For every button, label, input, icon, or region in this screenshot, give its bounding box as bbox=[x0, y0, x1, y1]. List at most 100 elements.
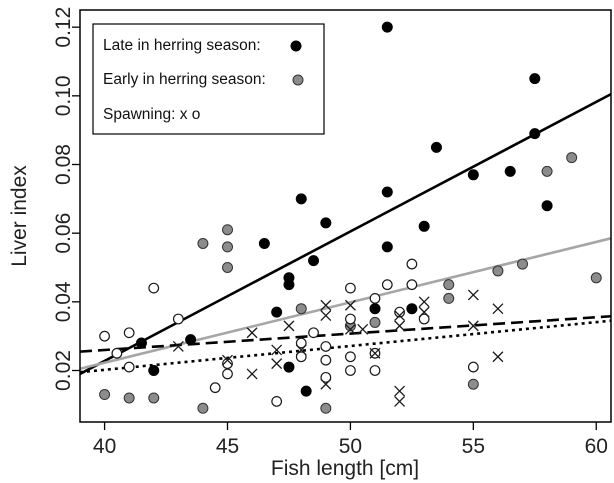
y-tick-label-3: 0.08 bbox=[52, 144, 75, 185]
point-filled-gray-13 bbox=[443, 279, 455, 291]
y-tick-label-1: 0.04 bbox=[52, 281, 75, 322]
legend-box bbox=[92, 23, 325, 135]
point-open-circle-13 bbox=[320, 341, 332, 352]
point-cross-8 bbox=[320, 299, 332, 311]
x-tick-label-45: 45 bbox=[216, 435, 239, 458]
point-cross-0 bbox=[172, 341, 184, 352]
point-cross-17 bbox=[394, 385, 406, 397]
point-filled-black-10 bbox=[283, 361, 295, 373]
point-filled-gray-19 bbox=[590, 272, 602, 284]
point-cross-5 bbox=[271, 358, 283, 370]
point-cross-18 bbox=[394, 395, 406, 407]
point-open-circle-3 bbox=[123, 361, 135, 373]
legend-marker-late bbox=[290, 40, 302, 52]
point-open-circle-16 bbox=[345, 282, 356, 294]
point-filled-black-4 bbox=[271, 306, 283, 318]
point-cross-14 bbox=[369, 347, 381, 359]
point-filled-black-11 bbox=[300, 385, 312, 397]
point-filled-black-2 bbox=[185, 334, 197, 346]
point-filled-black-22 bbox=[529, 128, 541, 140]
point-filled-gray-15 bbox=[492, 265, 504, 277]
point-filled-gray-18 bbox=[566, 152, 578, 164]
point-open-circle-12 bbox=[308, 327, 319, 339]
point-filled-gray-12 bbox=[443, 292, 455, 304]
point-cross-19 bbox=[418, 296, 430, 308]
point-cross-20 bbox=[418, 306, 430, 318]
point-filled-black-21 bbox=[529, 73, 541, 85]
point-open-circle-19 bbox=[345, 365, 356, 376]
data-points bbox=[99, 21, 602, 414]
point-cross-7 bbox=[295, 344, 307, 356]
point-open-circle-9 bbox=[271, 396, 283, 407]
point-filled-gray-14 bbox=[467, 378, 479, 390]
point-filled-gray-4 bbox=[197, 402, 209, 414]
point-cross-9 bbox=[320, 310, 332, 322]
x-tick-label-40: 40 bbox=[93, 435, 116, 458]
point-cross-2 bbox=[246, 368, 258, 380]
point-filled-black-15 bbox=[381, 241, 393, 253]
point-open-circle-15 bbox=[320, 371, 332, 383]
y-tick-label-0: 0.02 bbox=[52, 350, 75, 391]
point-filled-black-0 bbox=[148, 365, 160, 376]
point-filled-gray-9 bbox=[320, 402, 332, 414]
point-cross-16 bbox=[394, 320, 406, 332]
point-filled-black-12 bbox=[369, 303, 381, 315]
point-open-circle-4 bbox=[148, 282, 160, 294]
point-filled-black-1 bbox=[135, 337, 147, 349]
point-open-circle-5 bbox=[172, 313, 184, 325]
point-open-circle-23 bbox=[381, 279, 393, 291]
point-cross-21 bbox=[467, 289, 479, 301]
fit-line-solid-1 bbox=[79, 237, 612, 371]
x-tick-label-50: 50 bbox=[339, 435, 362, 458]
point-filled-gray-7 bbox=[222, 262, 233, 273]
x-axis-title: Fish length [cm] bbox=[271, 457, 419, 480]
point-open-circle-11 bbox=[295, 351, 307, 363]
point-cross-23 bbox=[492, 303, 504, 315]
point-open-circle-2 bbox=[123, 327, 135, 339]
point-open-circle-18 bbox=[345, 351, 356, 363]
point-filled-black-18 bbox=[430, 141, 442, 153]
point-cross-6 bbox=[283, 320, 295, 332]
point-open-circle-26 bbox=[406, 279, 418, 291]
point-open-circle-7 bbox=[222, 358, 233, 370]
point-open-circle-25 bbox=[406, 258, 418, 270]
y-tick-label-4: 0.10 bbox=[52, 75, 75, 116]
point-open-circle-1 bbox=[111, 347, 123, 359]
y-tick-label-5: 0.12 bbox=[52, 7, 75, 48]
point-cross-12 bbox=[344, 323, 356, 335]
point-filled-gray-3 bbox=[197, 237, 209, 249]
point-filled-black-19 bbox=[467, 169, 479, 181]
y-axis-title: Liver index bbox=[8, 165, 31, 267]
point-filled-black-8 bbox=[308, 255, 320, 267]
legend-entry-early-label: Early in herring season: bbox=[103, 71, 266, 88]
point-filled-black-6 bbox=[283, 279, 295, 291]
point-cross-1 bbox=[222, 354, 233, 366]
point-open-circle-0 bbox=[99, 330, 110, 342]
point-open-circle-10 bbox=[295, 337, 307, 349]
point-cross-10 bbox=[320, 378, 332, 390]
legend: Late in herring season: Early in herring… bbox=[92, 23, 325, 135]
point-cross-24 bbox=[492, 351, 504, 363]
point-filled-gray-16 bbox=[517, 258, 528, 270]
point-filled-black-9 bbox=[320, 217, 332, 229]
point-filled-black-7 bbox=[295, 193, 307, 205]
point-filled-gray-0 bbox=[99, 389, 111, 401]
point-cross-13 bbox=[357, 323, 369, 335]
legend-marker-early bbox=[292, 74, 304, 86]
point-cross-11 bbox=[344, 299, 356, 311]
x-axis: 40 45 50 55 60 bbox=[93, 422, 608, 458]
point-filled-gray-5 bbox=[222, 224, 233, 236]
fit-line-dotted-3 bbox=[79, 319, 612, 374]
point-filled-black-14 bbox=[381, 186, 393, 198]
point-open-circle-17 bbox=[345, 313, 356, 325]
x-tick-label-55: 55 bbox=[462, 435, 485, 458]
point-filled-black-16 bbox=[406, 303, 418, 315]
point-open-circle-6 bbox=[209, 382, 221, 394]
x-tick-label-60: 60 bbox=[585, 435, 608, 458]
point-filled-black-20 bbox=[504, 165, 516, 177]
point-open-circle-28 bbox=[467, 361, 479, 373]
point-filled-black-13 bbox=[381, 21, 393, 33]
point-filled-gray-1 bbox=[123, 392, 135, 404]
point-filled-black-3 bbox=[258, 237, 270, 249]
